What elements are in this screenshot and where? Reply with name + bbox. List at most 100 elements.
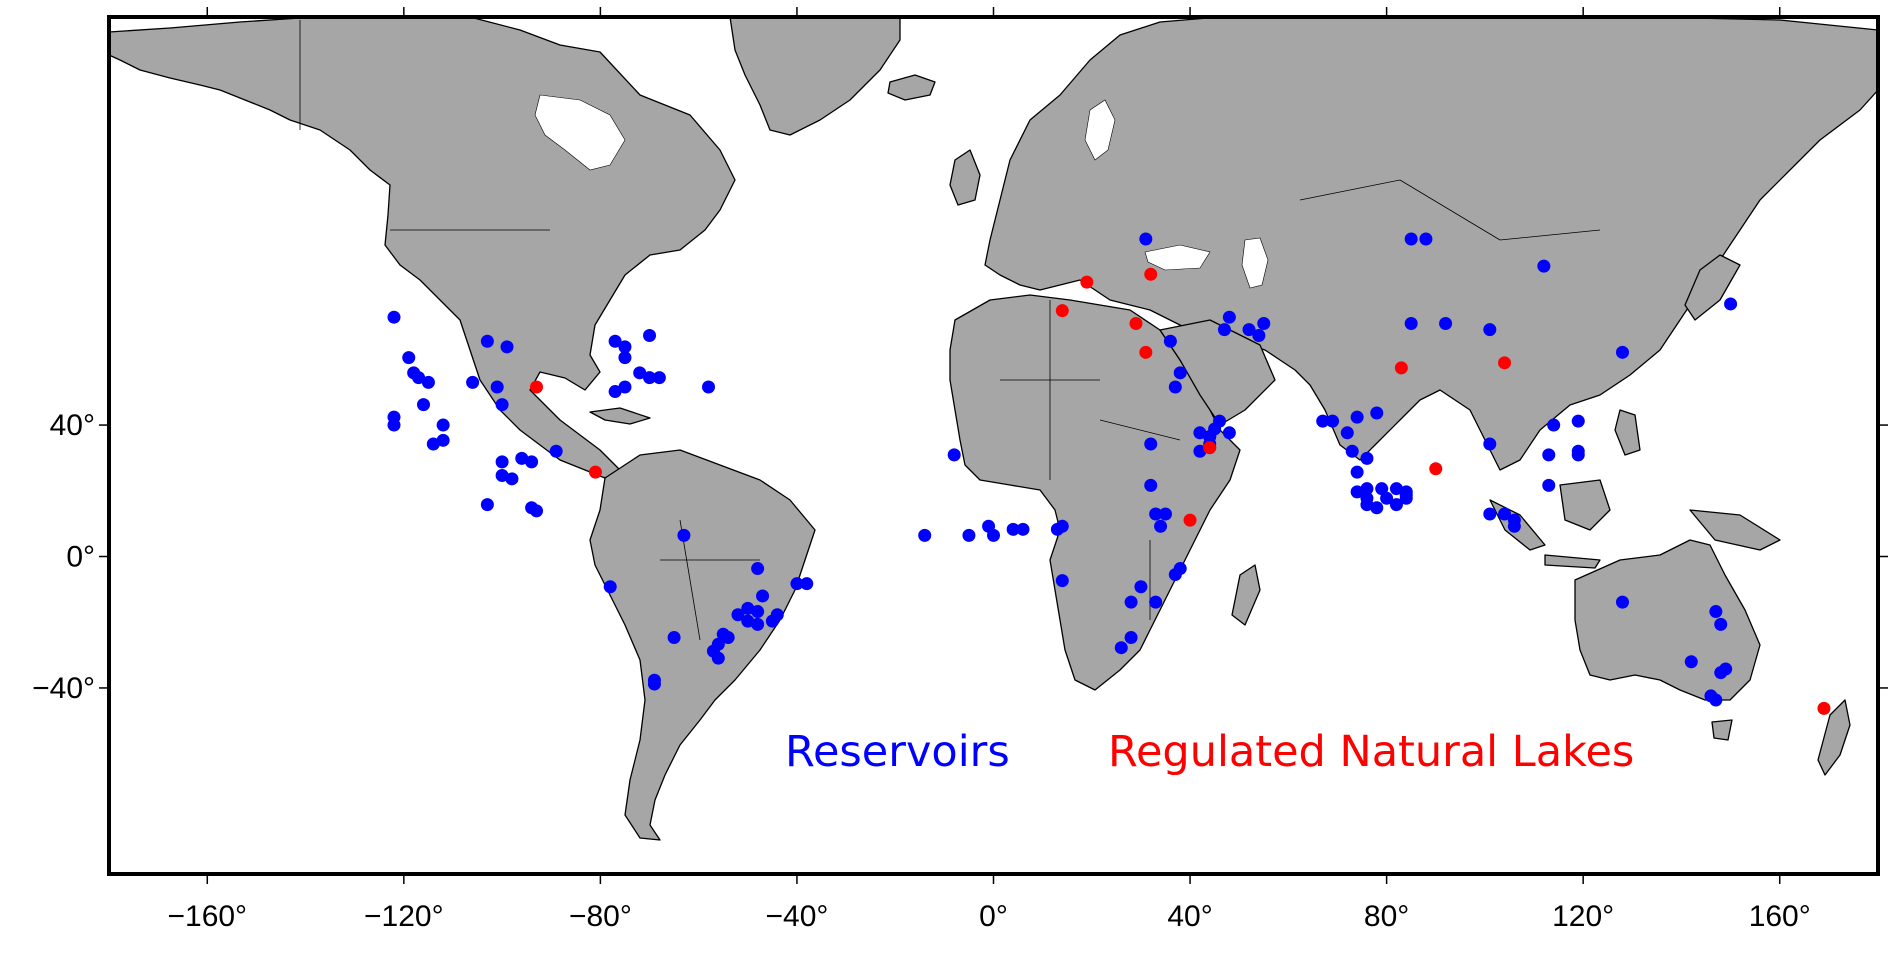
- reservoir-marker: [618, 351, 632, 365]
- reservoir-marker: [1055, 519, 1069, 533]
- reservoir-marker: [1154, 519, 1168, 533]
- reservoir-marker: [436, 418, 450, 432]
- reservoir-marker: [918, 528, 932, 542]
- reservoir-marker: [701, 380, 715, 394]
- reservoir-marker: [1542, 448, 1556, 462]
- reservoir-marker: [1193, 444, 1207, 458]
- land-new-guinea: [1689, 509, 1781, 551]
- land-south-america: [589, 449, 816, 841]
- lake-marker: [1080, 275, 1094, 289]
- reservoir-marker: [530, 504, 544, 518]
- reservoir-marker: [1134, 580, 1148, 594]
- reservoir-marker: [1144, 437, 1158, 451]
- lake-marker: [530, 380, 544, 394]
- reservoir-markers: [387, 232, 1738, 707]
- reservoir-marker: [751, 562, 765, 576]
- lake-marker: [1203, 441, 1217, 455]
- reservoir-marker: [711, 651, 725, 665]
- x-tick-label: −160°: [167, 900, 247, 933]
- reservoir-marker: [1252, 329, 1266, 343]
- land-australia: [1574, 539, 1761, 701]
- reservoir-marker: [1124, 631, 1138, 645]
- reservoir-marker: [1144, 478, 1158, 492]
- reservoir-marker: [677, 528, 691, 542]
- x-tick-label: 160°: [1749, 900, 1811, 933]
- land-africa: [949, 294, 1241, 691]
- reservoir-marker: [387, 418, 401, 432]
- reservoir-marker: [1350, 465, 1364, 479]
- reservoir-marker: [1684, 655, 1698, 669]
- hudson-bay: [534, 94, 626, 171]
- land-philippines: [1614, 409, 1641, 456]
- reservoir-marker: [962, 528, 976, 542]
- borders: [299, 20, 1601, 641]
- reservoir-marker: [1114, 641, 1128, 655]
- reservoir-marker: [1222, 310, 1236, 324]
- reservoir-marker: [505, 472, 519, 486]
- y-tick-label: 0°: [66, 541, 95, 574]
- reservoir-marker: [618, 380, 632, 394]
- reservoir-marker: [716, 627, 730, 641]
- y-axis-labels: 40° 0° −40°: [32, 409, 95, 705]
- reservoir-marker: [1389, 482, 1403, 496]
- reservoir-marker: [402, 351, 416, 365]
- reservoir-marker: [1709, 605, 1723, 619]
- reservoir-marker: [1360, 482, 1374, 496]
- reservoir-marker: [1571, 444, 1585, 458]
- land-tasmania: [1711, 719, 1733, 741]
- reservoir-marker: [731, 608, 745, 622]
- reservoir-marker: [1360, 451, 1374, 465]
- reservoir-marker: [741, 614, 755, 628]
- lake-marker: [1429, 462, 1443, 476]
- reservoir-marker: [1163, 334, 1177, 348]
- reservoir-marker: [1370, 406, 1384, 420]
- lake-marker: [1498, 356, 1512, 370]
- reservoir-marker: [1419, 232, 1433, 246]
- land-greenland: [729, 17, 901, 136]
- reservoir-marker: [741, 601, 755, 615]
- reservoir-marker: [1542, 478, 1556, 492]
- reservoir-marker: [1242, 323, 1256, 337]
- reservoir-marker: [1217, 323, 1231, 337]
- reservoir-marker: [751, 617, 765, 631]
- reservoir-marker: [947, 448, 961, 462]
- y-tick-label: −40°: [32, 672, 95, 705]
- reservoir-marker: [765, 614, 779, 628]
- reservoir-marker: [1193, 426, 1207, 440]
- reservoir-marker: [495, 468, 509, 482]
- reservoir-marker: [987, 528, 1000, 542]
- reservoir-marker: [1006, 522, 1020, 536]
- x-tick-label: 80°: [1364, 900, 1409, 933]
- reservoir-marker: [1168, 568, 1182, 582]
- lake-marker: [588, 465, 602, 479]
- reservoir-marker: [1380, 491, 1394, 505]
- reservoir-marker: [525, 455, 539, 469]
- lake-marker: [1817, 701, 1831, 715]
- reservoir-marker: [1124, 595, 1138, 609]
- x-tick-label: −80°: [569, 900, 632, 933]
- reservoir-marker: [1326, 414, 1340, 428]
- reservoir-marker: [412, 371, 426, 385]
- reservoir-marker: [647, 677, 661, 691]
- reservoir-marker: [667, 631, 681, 645]
- reservoir-marker: [490, 380, 504, 394]
- land-caribbean: [589, 407, 651, 425]
- reservoir-marker: [1340, 426, 1354, 440]
- reservoir-marker: [1389, 498, 1403, 512]
- reservoir-marker: [1724, 297, 1738, 311]
- land-britain: [949, 149, 981, 206]
- reservoir-marker: [1139, 232, 1153, 246]
- reservoir-marker: [500, 340, 514, 354]
- reservoir-marker: [643, 371, 657, 385]
- reservoir-marker: [1016, 522, 1030, 536]
- reservoir-marker: [1714, 617, 1728, 631]
- reservoir-marker: [1483, 437, 1497, 451]
- reservoir-marker: [1360, 491, 1374, 505]
- x-tick-label: −40°: [765, 900, 828, 933]
- reservoir-marker: [652, 371, 666, 385]
- x-tick-label: 0°: [979, 900, 1008, 933]
- reservoir-marker: [1709, 693, 1723, 707]
- land-madagascar: [1231, 564, 1261, 626]
- reservoir-marker: [1537, 259, 1551, 273]
- reservoir-marker: [436, 433, 450, 447]
